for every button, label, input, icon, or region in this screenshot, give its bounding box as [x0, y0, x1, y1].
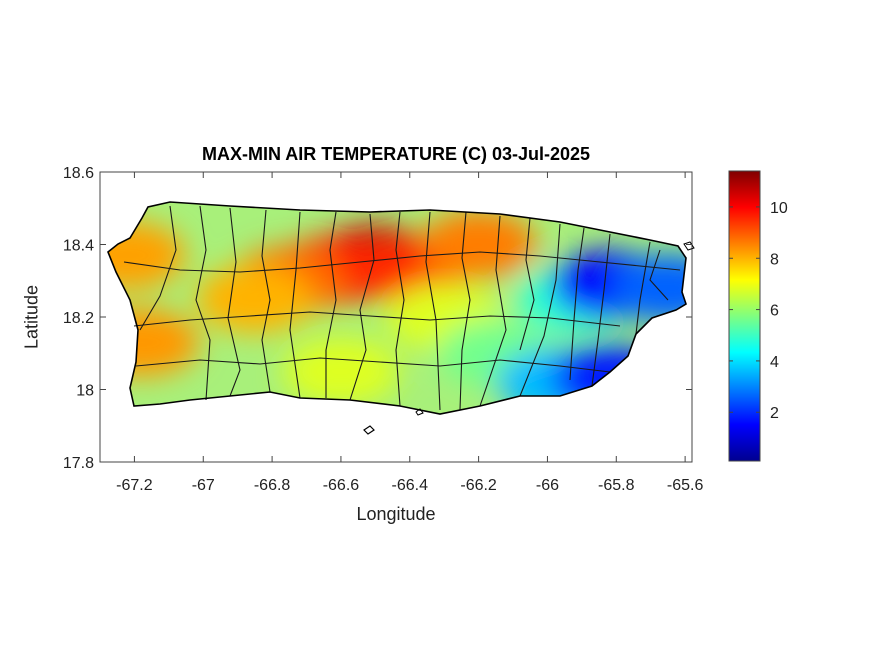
colorbar-tick-label: 10: [770, 200, 788, 217]
islet-east: [683, 241, 695, 251]
y-tick-label: 18.6: [63, 165, 94, 182]
x-tick-label: -66.8: [254, 477, 291, 494]
map-title: MAX-MIN AIR TEMPERATURE (C) 03-Jul-2025: [201, 144, 591, 164]
colorbar-ticks: 2 4 6 8 10: [729, 200, 788, 422]
x-tick-label: -66: [536, 477, 559, 494]
colorbar-tick-label: 8: [770, 251, 779, 268]
x-tick-label: -67.2: [116, 477, 153, 494]
x-tick-label: -67: [192, 477, 215, 494]
x-axis-label: Longitude: [356, 504, 436, 524]
x-axis-ticks: -67.2 -67 -66.8 -66.6 -66.4 -66.2 -66 -65.8 -65.…: [116, 172, 703, 494]
x-tick-label: -66.4: [392, 477, 429, 494]
colorbar-tick-label: 6: [770, 303, 779, 320]
temperature-region-5: [108, 221, 186, 290]
x-tick-label: -66.2: [460, 477, 497, 494]
y-tick-label: 18: [76, 383, 94, 400]
x-tick-label: -65.6: [667, 477, 704, 494]
colorbar-tick-label: 4: [770, 354, 779, 371]
colorbar: [728, 170, 761, 462]
islet-caja-de-muertos: [363, 425, 375, 435]
colorbar-tick-label: 2: [770, 405, 779, 422]
y-tick-label: 18.4: [63, 238, 94, 255]
temperature-region-9: [282, 337, 399, 406]
y-tick-label: 18.2: [63, 310, 94, 327]
temperature-region-4: [420, 210, 537, 279]
municipality-borders: [123, 205, 681, 411]
y-axis-ticks: 17.8 18 18.2 18.4 18.6: [63, 165, 692, 472]
temperature-region-7: [196, 264, 313, 333]
temperature-field: [108, 202, 686, 414]
islet-south: [415, 408, 424, 416]
x-tick-label: -65.8: [598, 477, 635, 494]
x-tick-label: -66.6: [323, 477, 360, 494]
y-tick-label: 17.8: [63, 455, 94, 472]
